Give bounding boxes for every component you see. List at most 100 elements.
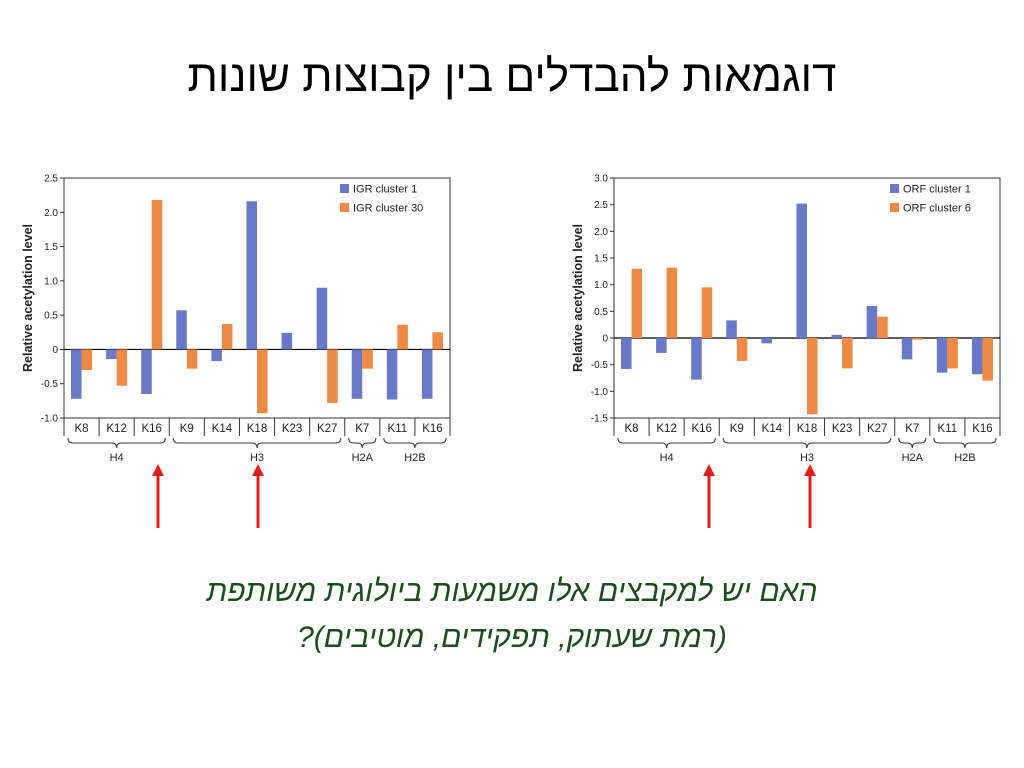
x-category-label: K8 [75, 423, 89, 435]
y-axis-label: Relative acetylation level [21, 224, 35, 372]
bar-igr-cluster-30-k8 [81, 349, 93, 370]
x-category-label: K9 [730, 423, 744, 435]
bar-igr-cluster-1-k16 [141, 349, 152, 394]
bar-orf-cluster-1-k27 [866, 306, 878, 338]
x-category-label: K18 [797, 423, 817, 435]
legend-label: ORF cluster 6 [903, 203, 971, 215]
arrow-right-h4-k16 [703, 464, 715, 528]
arrow-left-h4-k16 [152, 464, 164, 528]
arrow-left-h3-k18 [252, 464, 264, 528]
group-brace [348, 437, 377, 449]
bar-orf-cluster-6-k16 [982, 338, 993, 381]
bar-igr-cluster-1-k18 [246, 201, 257, 350]
chart-igr-clusters: 2.5 2.0 1.5 1.0 0.5 0 -0.5 -1.0 Relative acetyla… [21, 174, 451, 464]
legend-label: IGR cluster 1 [353, 184, 417, 196]
bar-orf-cluster-1-k18 [796, 203, 807, 338]
group-label: H2A [902, 452, 924, 464]
bar-orf-cluster-6-k7 [912, 338, 923, 340]
x-category-label: K7 [905, 423, 919, 435]
group-brace [722, 437, 892, 449]
bar-igr-cluster-30-k7 [362, 349, 373, 369]
question-line-2: (רמת שעתוק, תפקידים, מוטיבים)? [297, 621, 727, 654]
bar-igr-cluster-1-k23 [281, 332, 293, 350]
y-tick-label: 2.0 [44, 208, 58, 219]
bar-igr-cluster-1-k12 [106, 349, 117, 360]
bar-orf-cluster-6-k27 [877, 316, 888, 338]
bar-igr-cluster-1-k11 [386, 349, 398, 400]
group-label: H2B [954, 452, 975, 464]
x-category-label: K14 [212, 423, 233, 435]
bar-igr-cluster-1-k8 [71, 349, 82, 399]
bar-igr-cluster-1-k16 [421, 349, 433, 399]
bar-orf-cluster-1-k9 [726, 320, 737, 338]
y-tick-label: 3.0 [594, 174, 608, 185]
legend-swatch [340, 203, 349, 212]
group-brace [67, 437, 166, 449]
y-tick-label: 2.0 [594, 227, 608, 238]
bar-orf-cluster-6-k11 [947, 338, 958, 369]
slide-title: דוגמאות להבדלים בין קבוצות שונות [187, 52, 837, 101]
bar-orf-cluster-1-k12 [656, 338, 667, 353]
x-category-label: K23 [832, 423, 852, 435]
x-category-label: K27 [317, 423, 337, 435]
group-label: H3 [800, 452, 814, 464]
bar-igr-cluster-30-k27 [327, 349, 338, 403]
bar-igr-cluster-1-k9 [176, 310, 187, 350]
group-label: H3 [250, 452, 264, 464]
bar-orf-cluster-6-k23 [842, 338, 853, 369]
bar-igr-cluster-1-k27 [316, 287, 328, 350]
bar-orf-cluster-6-k9 [736, 338, 748, 361]
bar-orf-cluster-1-k23 [831, 334, 843, 338]
group-brace [172, 437, 342, 449]
y-tick-label: 2.5 [594, 200, 608, 211]
bar-igr-cluster-30-k16 [432, 332, 443, 350]
y-tick-label: -0.5 [591, 360, 609, 371]
legend-swatch [890, 203, 899, 212]
legend-label: IGR cluster 30 [353, 203, 423, 215]
y-axis-label: Relative acetylation level [571, 224, 585, 372]
y-tick-label: -1.0 [41, 414, 59, 425]
arrow-right-h3-k18 [804, 464, 816, 528]
y-tick-label: 1.5 [44, 242, 58, 253]
y-tick-label: 0 [52, 345, 58, 356]
x-category-label: K23 [282, 423, 302, 435]
bar-orf-cluster-1-k16 [971, 338, 983, 375]
y-tick-label: 1.0 [44, 276, 58, 287]
y-tick-label: 1.5 [594, 254, 608, 265]
group-label: H2A [352, 452, 374, 464]
y-tick-label: -1.5 [591, 414, 609, 425]
x-category-label: K9 [180, 423, 194, 435]
y-tick-label: -1.0 [591, 387, 609, 398]
y-tick-label: 1.0 [594, 280, 608, 291]
x-category-label: K16 [422, 423, 442, 435]
group-label: H2B [404, 452, 425, 464]
bar-orf-cluster-6-k16 [701, 287, 713, 338]
group-brace [383, 437, 447, 449]
y-tick-label: 0 [602, 334, 608, 345]
y-tick-label: 0.5 [44, 311, 58, 322]
bar-igr-cluster-30-k14 [221, 324, 233, 350]
bar-igr-cluster-1-k7 [351, 349, 363, 399]
group-label: H4 [110, 452, 124, 464]
legend-label: ORF cluster 1 [903, 184, 971, 196]
x-category-label: K27 [867, 423, 887, 435]
x-category-label: K16 [691, 423, 711, 435]
group-brace [617, 437, 716, 449]
x-category-label: K8 [625, 423, 639, 435]
x-category-label: K16 [141, 423, 161, 435]
bar-igr-cluster-30-k12 [116, 349, 128, 386]
y-tick-label: 2.5 [44, 174, 58, 185]
x-category-label: K14 [762, 423, 783, 435]
legend-swatch [890, 184, 899, 193]
group-label: H4 [660, 452, 674, 464]
group-brace [898, 437, 927, 449]
bar-orf-cluster-1-k14 [761, 338, 772, 344]
bar-orf-cluster-1-k11 [936, 338, 948, 373]
y-tick-label: -0.5 [41, 379, 59, 390]
bar-orf-cluster-1-k16 [691, 338, 702, 380]
bar-orf-cluster-1-k8 [621, 338, 632, 369]
x-category-label: K12 [656, 423, 676, 435]
x-category-label: K18 [247, 423, 267, 435]
y-tick-label: 0.5 [594, 307, 608, 318]
group-brace [933, 437, 997, 449]
